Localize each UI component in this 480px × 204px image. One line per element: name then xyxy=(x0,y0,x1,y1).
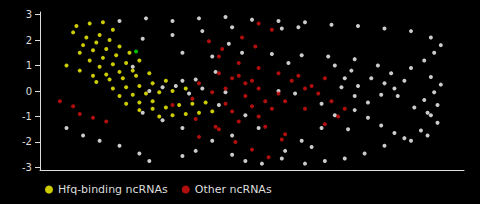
svg-text:-2: -2 xyxy=(22,136,32,147)
svg-text:Hfq-binding ncRNAs: Hfq-binding ncRNAs xyxy=(58,183,168,196)
svg-text:Other ncRNAs: Other ncRNAs xyxy=(195,183,272,196)
svg-text:1: 1 xyxy=(26,60,32,71)
svg-text:-1: -1 xyxy=(22,111,32,122)
svg-text:3: 3 xyxy=(26,9,32,20)
svg-text:-3: -3 xyxy=(22,162,32,173)
svg-text:2: 2 xyxy=(26,35,32,46)
svg-text:0: 0 xyxy=(26,86,32,97)
